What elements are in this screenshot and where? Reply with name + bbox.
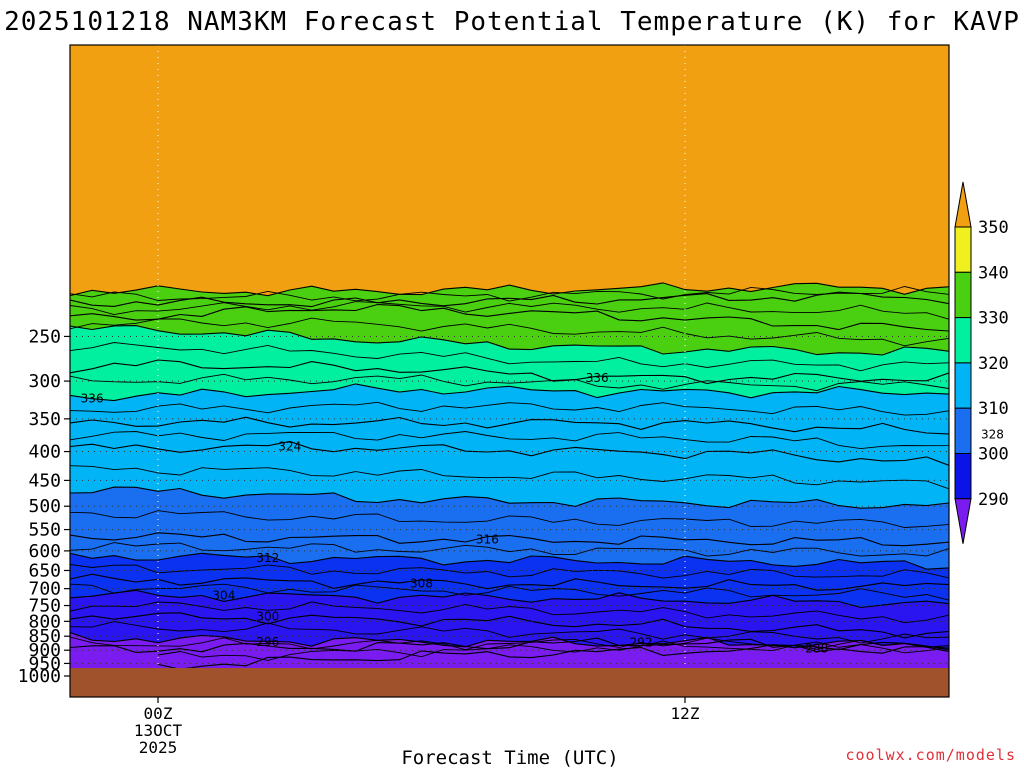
- contour-line-292: [70, 637, 949, 653]
- colorbar: 290 300 310 320 330 340 350: [954, 181, 1009, 544]
- colorbar-segment: [954, 226, 972, 273]
- contour-label: 296: [256, 635, 279, 649]
- y-tick-label: 350: [28, 409, 61, 430]
- grid-lines: [70, 45, 949, 668]
- colorbar-bottom-arrow: [954, 498, 972, 544]
- y-tick-label: 400: [28, 442, 61, 463]
- contour-line-minor: [157, 640, 949, 661]
- y-tick-label: 950: [28, 653, 61, 674]
- y-tick-label: 700: [28, 579, 61, 600]
- colorbar-segment: [954, 453, 972, 500]
- contour-line-344: [70, 303, 949, 332]
- y-tick-label: 650: [28, 560, 61, 581]
- y-tick-label: 1000: [18, 666, 61, 687]
- plot-frame: [69, 44, 950, 698]
- x-axis-label: Forecast Time (UTC): [401, 747, 618, 768]
- band-top: [70, 45, 949, 296]
- contour-line-minor: [70, 317, 949, 347]
- x-tick-label: 12Z: [671, 704, 700, 723]
- y-tick-label: 600: [28, 541, 61, 562]
- contour-line-320: [70, 486, 949, 509]
- y-tick-label: 750: [28, 596, 61, 617]
- contour-label: 336: [586, 371, 609, 385]
- colorbar-segment: [954, 362, 972, 409]
- y-tick-label: 550: [28, 520, 61, 541]
- chart-title: 2025101218 NAM3KM Forecast Potential Tem…: [4, 7, 1020, 37]
- contour-line-minor: [70, 286, 949, 302]
- x-axis: 00Z13OCT202512Z00Z14OCT12Z00Z15OCT: [134, 697, 700, 757]
- contour-line-296: [70, 632, 949, 652]
- y-tick-label: 900: [28, 640, 61, 661]
- contour-label: 312: [256, 551, 279, 565]
- contour-line-308: [70, 573, 949, 591]
- colorbar-tick-label: 290: [978, 490, 1009, 510]
- contour-label: 328: [981, 427, 1004, 441]
- y-tick-label: 850: [28, 626, 61, 647]
- colorbar-top-arrow: [954, 181, 972, 228]
- contour-line-316: [70, 532, 949, 547]
- contour-line-minor: [70, 564, 949, 579]
- contour-label: 324: [278, 440, 301, 454]
- contour-line-minor: [70, 583, 949, 601]
- x-tick-label: 13OCT: [134, 721, 183, 740]
- contour-line-minor: [70, 542, 949, 557]
- contour-line-minor: [70, 465, 949, 490]
- contour-line-300: [70, 612, 949, 639]
- contour-label: 288: [805, 641, 828, 655]
- contour-line-328: [70, 416, 949, 435]
- colorbar-tick-label: 320: [978, 354, 1009, 374]
- contour-line-minor: [70, 431, 949, 450]
- contour-line-312: [70, 552, 949, 570]
- ground-below-surface: [70, 668, 949, 697]
- contour-label: 300: [256, 610, 279, 624]
- colorbar-tick-label: 300: [978, 445, 1009, 465]
- x-tick-label: 00Z: [144, 704, 173, 723]
- contour-label: 304: [212, 589, 235, 603]
- contour-line-minor: [70, 621, 949, 644]
- contour-line-340: [70, 325, 949, 356]
- contour-line-332: [70, 383, 949, 402]
- y-tick-label: 300: [28, 371, 61, 392]
- contour-label: 308: [410, 576, 433, 590]
- contour-line-324: [70, 440, 949, 466]
- y-tick-label: 250: [28, 326, 61, 347]
- colorbar-tick-label: 350: [978, 218, 1009, 238]
- contour-line-304: [70, 589, 949, 609]
- contour-label: 316: [476, 533, 499, 547]
- contour-label: 336: [81, 391, 104, 405]
- colorbar-segment: [954, 317, 972, 364]
- contour-line-minor: [70, 401, 949, 416]
- contour-line-minor: [70, 636, 949, 651]
- contour-line-minor: [70, 342, 949, 372]
- contour-line-348: [70, 291, 949, 308]
- colorbar-segment: [954, 407, 972, 455]
- colorbar-tick-label: 340: [978, 263, 1009, 283]
- x-tick-label: 2025: [139, 738, 178, 757]
- y-axis: 2503003504004505005506006507007508008509…: [18, 326, 70, 687]
- contour-lines: [70, 282, 949, 670]
- contour-line-288: [157, 644, 949, 670]
- contour-line-336: [70, 359, 949, 385]
- y-tick-label: 500: [28, 496, 61, 517]
- contour-line-minor: [70, 373, 949, 392]
- contour-label: 292: [630, 635, 653, 649]
- contour-line-minor: [70, 510, 949, 528]
- colorbar-tick-label: 310: [978, 399, 1009, 419]
- contour-line-minor: [70, 301, 949, 320]
- contour-labels: 3523483443403443403323363363323283243283…: [81, 371, 1004, 655]
- colorbar-tick-label: 330: [978, 309, 1009, 329]
- y-tick-label: 450: [28, 470, 61, 491]
- colorbar-segment: [954, 271, 972, 319]
- y-tick-label: 800: [28, 611, 61, 632]
- contour-line-352: [70, 282, 949, 297]
- credit-text: coolwx.com/models: [845, 746, 1016, 764]
- contour-line-minor: [70, 601, 949, 624]
